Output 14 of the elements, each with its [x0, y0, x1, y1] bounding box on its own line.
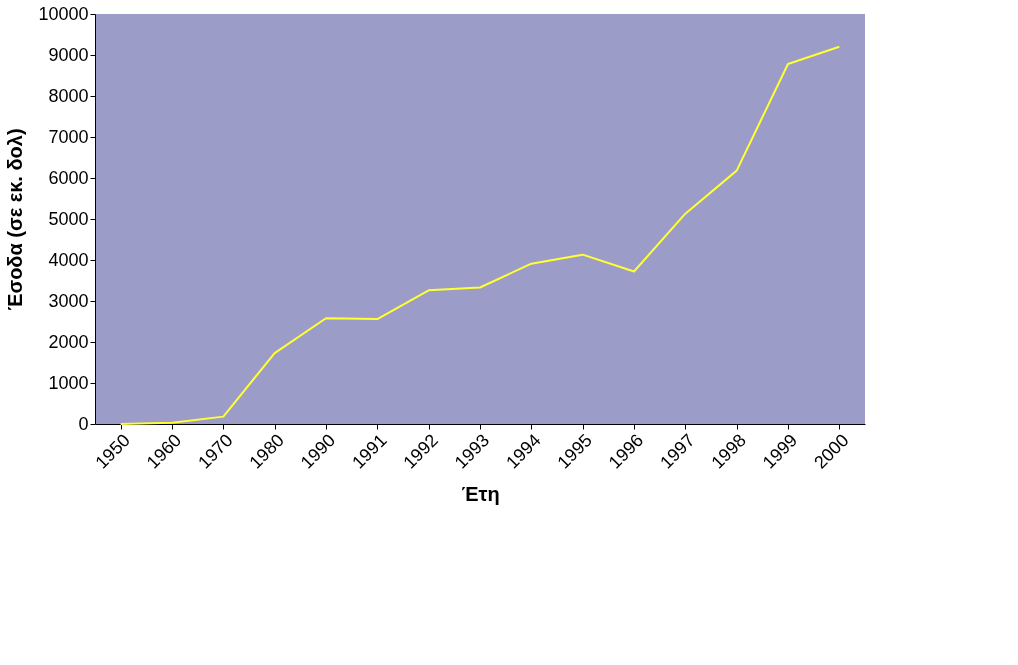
y-tick-label: 0	[78, 413, 89, 434]
y-axis-title: Έσοδα (σε εκ. δολ)	[4, 128, 27, 311]
x-axis-title: Έτη	[461, 482, 500, 505]
y-tick-label: 6000	[48, 167, 89, 188]
y-tick-label: 4000	[48, 249, 89, 270]
y-tick-label: 7000	[48, 126, 89, 147]
y-tick-label: 3000	[48, 290, 89, 311]
y-tick-label: 10000	[38, 3, 89, 24]
y-tick-label: 2000	[48, 331, 89, 352]
y-tick-label: 5000	[48, 208, 89, 229]
y-tick-label: 1000	[48, 372, 89, 393]
line-series	[119, 45, 841, 425]
y-tick-label: 9000	[48, 44, 89, 65]
y-tick-label: 8000	[48, 85, 89, 106]
